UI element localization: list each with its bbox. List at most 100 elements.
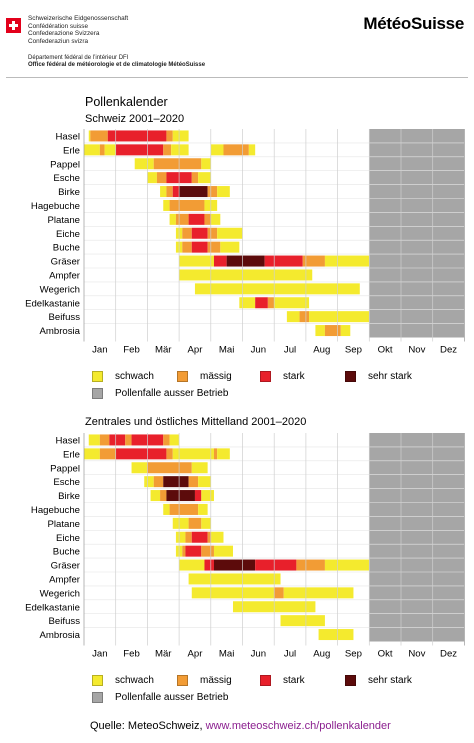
legend-swatch-maessig <box>177 370 188 382</box>
pollen-segment-maessig <box>163 434 170 446</box>
source-prefix: Quelle: MeteoSchweiz, <box>90 720 206 732</box>
month-tick-label: Jan <box>92 345 107 356</box>
row-label: Birke <box>58 491 80 502</box>
pollen-segment-schwach <box>324 255 370 267</box>
row-label: Buche <box>53 547 80 558</box>
pollen-segment-maessig <box>213 448 218 460</box>
pollen-segment-schwach <box>239 297 256 309</box>
row-label: Erle <box>63 145 80 156</box>
legend-label-ausser-betrieb: Pollenfalle ausser Betrieb <box>115 691 229 703</box>
pollen-segment-schwach <box>210 531 224 543</box>
chart-1-title: Schweiz 2001–2020 <box>85 113 185 125</box>
pollen-segment-maessig <box>182 227 192 239</box>
legend-swatch-stark <box>260 674 271 686</box>
row-label: Eiche <box>56 229 80 240</box>
row-label: Beifuss <box>49 616 81 627</box>
pollen-segment-schwach <box>286 311 300 323</box>
pollen-segment-maessig <box>147 462 192 474</box>
month-tick-label: Sep <box>345 649 362 660</box>
pollen-segment-maessig <box>182 241 192 253</box>
pollen-segment-maessig <box>207 186 218 198</box>
pollen-segment-schwach <box>188 573 281 585</box>
pollen-segment-schwach <box>220 241 240 253</box>
pollen-segment-schwach <box>179 255 214 267</box>
month-tick-label: Aug <box>313 345 330 356</box>
month-tick-label: Nov <box>408 345 425 356</box>
chart-1-legend: schwach mässig stark sehr stark Pollenfa… <box>92 370 422 410</box>
legend-label-sehr-stark: sehr stark <box>368 674 412 686</box>
pollen-segment-schwach <box>274 297 310 309</box>
pollen-segment-schwach <box>172 130 189 142</box>
legend-item-schwach: schwach <box>92 370 154 382</box>
pollen-segment-maessig <box>166 448 173 460</box>
pollen-segment-stark <box>109 434 126 446</box>
pollen-segment-maessig <box>207 227 218 239</box>
pollen-segment-schwach <box>210 144 224 156</box>
row-label: Pappel <box>50 159 80 170</box>
month-tick-label: Sep <box>345 345 362 356</box>
row-label: Hagebuche <box>31 505 80 516</box>
pollen-segment-maessig <box>207 241 221 253</box>
pollen-segment-maessig <box>201 545 214 557</box>
source-note: Quelle: MeteoSchweiz, www.meteoschweiz.c… <box>90 720 391 732</box>
pollen-segment-maessig <box>324 325 341 337</box>
pollen-segment-schwach <box>217 227 243 239</box>
pollen-segment-stark <box>107 130 167 142</box>
source-link[interactable]: www.meteoschweiz.ch/pollenkalender <box>205 720 391 732</box>
pollen-segment-maessig <box>302 255 325 267</box>
pollen-segment-maessig <box>185 531 192 543</box>
swiss-flag-icon <box>6 18 21 33</box>
pollen-chart-mittelland: Hasel Erle Pappel Esche Birke Hagebuche Platan… <box>25 433 465 660</box>
legend-label-schwach: schwach <box>115 674 154 686</box>
row-label: Erle <box>63 449 80 460</box>
chart-2-legend: schwach mässig stark sehr stark Pollenfa… <box>92 674 422 714</box>
pollen-segment-schwach <box>248 144 256 156</box>
legend-swatch-sehr-stark <box>345 370 356 382</box>
legend-swatch-ausser-betrieb <box>92 387 103 399</box>
pollen-segment-maessig <box>90 130 108 142</box>
pollen-segment-schwach <box>169 213 176 225</box>
row-label: Hasel <box>55 435 80 446</box>
pollen-segment-schwach <box>315 325 325 337</box>
pollen-segment-schwach <box>201 517 211 529</box>
department-info: Département fédéral de l’intérieur DFI O… <box>28 55 205 70</box>
pollen-segment-schwach <box>84 448 100 460</box>
row-label: Wegerich <box>40 284 80 295</box>
header: Schweizerische Eidgenossenschaft Confédé… <box>0 0 474 82</box>
legend-swatch-ausser-betrieb <box>92 691 103 703</box>
month-tick-label: Mai <box>219 649 234 660</box>
pollen-segment-schwach <box>163 199 170 211</box>
pollen-segment-schwach <box>163 503 170 515</box>
pollen-segment-schwach <box>171 144 189 156</box>
legend-label-sehr-stark: sehr stark <box>368 370 412 382</box>
pollen-segment-sehr_stark <box>213 559 256 571</box>
pollen-segment-schwach <box>198 503 208 515</box>
pollen-segment-stark <box>255 297 268 309</box>
pollen-segment-stark <box>185 545 202 557</box>
pollen-segment-schwach <box>198 172 211 184</box>
pollen-segment-schwach <box>150 490 161 502</box>
legend-label-stark: stark <box>283 674 305 686</box>
out-of-service-area <box>369 129 465 338</box>
pollen-segment-stark <box>115 448 167 460</box>
pollen-segment-schwach <box>318 629 354 641</box>
pollen-segment-maessig <box>99 144 105 156</box>
pollen-segment-maessig <box>182 545 186 557</box>
row-label: Ambrosia <box>39 326 80 337</box>
month-tick-label: Dez <box>440 345 457 356</box>
pollen-segment-maessig <box>160 490 167 502</box>
legend-label-maessig: mässig <box>200 674 232 686</box>
out-of-service-area <box>369 433 465 642</box>
row-label: Hagebuche <box>31 201 80 212</box>
pollen-segment-maessig <box>99 448 116 460</box>
pollen-segment-schwach <box>213 545 233 557</box>
pollen-segment-stark <box>191 227 208 239</box>
pollen-segment-sehr_stark <box>163 476 189 488</box>
pollen-segment-stark <box>191 531 208 543</box>
chart-2-title: Zentrales und östliches Mittelland 2001–… <box>85 416 307 428</box>
row-label: Wegerich <box>40 588 80 599</box>
row-label: Platane <box>47 215 80 226</box>
gov-line-de: Schweizerische Eidgenossenschaft <box>28 15 129 22</box>
month-tick-label: Okt <box>378 649 393 660</box>
pollen-segment-schwach <box>134 158 154 170</box>
